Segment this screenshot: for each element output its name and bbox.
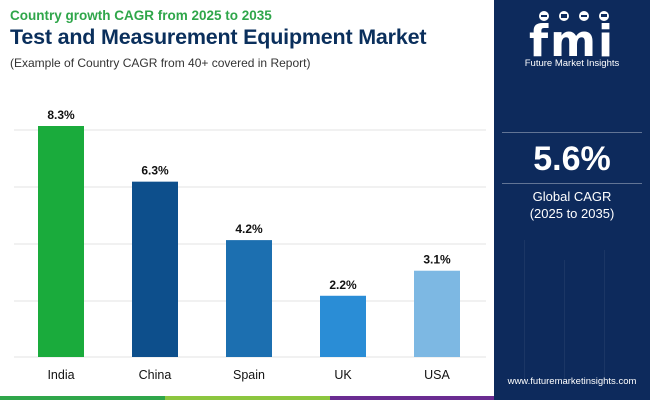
chart-title: Test and Measurement Equipment Market bbox=[10, 25, 427, 49]
x-tick-spain: Spain bbox=[233, 368, 265, 382]
x-tick-labels: India China Spain UK USA bbox=[47, 368, 450, 382]
logo-text: Future Market Insights bbox=[524, 58, 620, 69]
bar-uk bbox=[320, 295, 366, 357]
chart-subtitle: Country growth CAGR from 2025 to 2035 bbox=[10, 8, 272, 23]
divider-top bbox=[502, 132, 642, 133]
global-cagr-range: (2025 to 2035) bbox=[529, 206, 615, 221]
panel-decoration bbox=[524, 240, 525, 380]
x-tick-china: China bbox=[139, 368, 172, 382]
value-label-usa: 3.1% bbox=[423, 253, 451, 267]
x-tick-usa: USA bbox=[424, 368, 450, 382]
bars bbox=[38, 126, 460, 357]
value-label-spain: 4.2% bbox=[235, 222, 263, 236]
bottom-stripe bbox=[0, 396, 165, 400]
value-label-china: 6.3% bbox=[141, 164, 169, 178]
bar-india bbox=[38, 126, 84, 357]
logo-letters: fmi bbox=[529, 16, 615, 67]
bar-china bbox=[132, 181, 178, 357]
side-panel: fmi Future Market Insights 5.6% Global C… bbox=[494, 0, 650, 400]
value-label-uk: 2.2% bbox=[329, 278, 357, 292]
chart-note: (Example of Country CAGR from 40+ covere… bbox=[10, 56, 311, 70]
x-tick-uk: UK bbox=[334, 368, 352, 382]
x-tick-india: India bbox=[47, 368, 74, 382]
bar-chart: 8.3% 6.3% 4.2% 2.2% 3.1% India China Spain UK US… bbox=[14, 108, 486, 382]
divider-bottom bbox=[502, 183, 642, 184]
global-cagr-value: 5.6% bbox=[533, 140, 611, 178]
global-cagr-label: Global CAGR bbox=[532, 189, 612, 204]
website-link[interactable]: www.futuremarketinsights.com bbox=[507, 376, 637, 387]
bar-usa bbox=[414, 270, 460, 357]
panel-decoration bbox=[564, 260, 565, 380]
bar-spain bbox=[226, 240, 272, 357]
panel-decoration bbox=[604, 250, 605, 380]
bottom-stripe bbox=[494, 396, 650, 400]
bottom-stripe bbox=[330, 396, 494, 400]
value-label-india: 8.3% bbox=[47, 108, 75, 122]
bottom-stripe bbox=[165, 396, 330, 400]
value-labels: 8.3% 6.3% 4.2% 2.2% 3.1% bbox=[47, 108, 451, 292]
fmi-logo: fmi bbox=[529, 11, 615, 67]
